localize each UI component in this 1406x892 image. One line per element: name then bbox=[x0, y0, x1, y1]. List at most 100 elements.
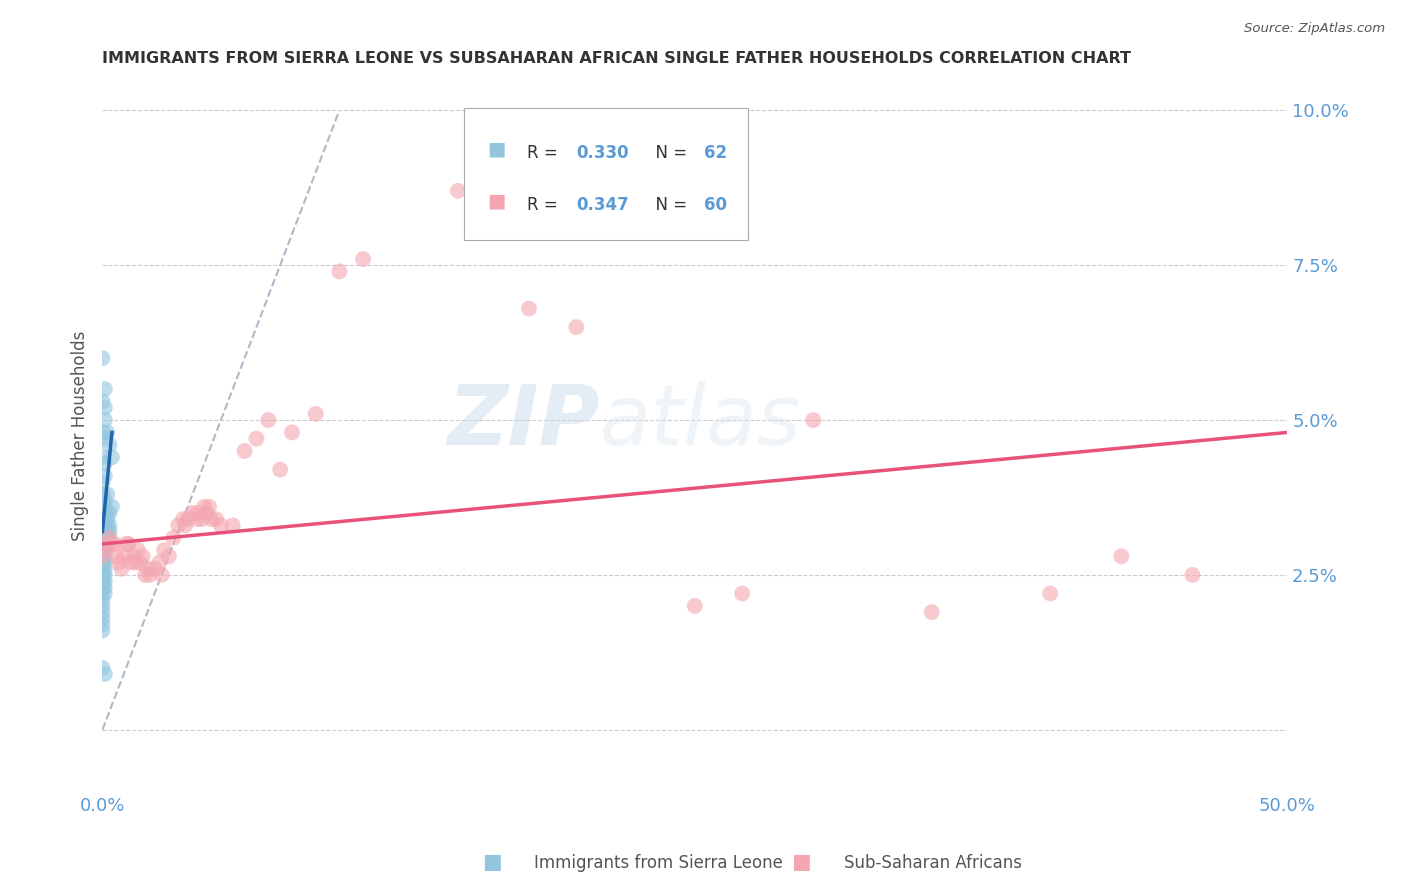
Point bbox=[352, 252, 374, 266]
Text: N =: N = bbox=[645, 144, 692, 161]
Point bbox=[91, 605, 114, 619]
Point bbox=[91, 518, 114, 533]
Point bbox=[91, 568, 114, 582]
Point bbox=[94, 468, 117, 483]
Point bbox=[91, 425, 114, 440]
Point bbox=[157, 549, 180, 564]
Point bbox=[94, 518, 117, 533]
Point bbox=[91, 580, 114, 594]
Text: ■: ■ bbox=[792, 853, 811, 872]
Point bbox=[105, 549, 128, 564]
Point bbox=[94, 413, 117, 427]
Point bbox=[94, 382, 117, 396]
Point bbox=[186, 512, 208, 526]
Point bbox=[96, 518, 118, 533]
Point bbox=[101, 537, 124, 551]
Point bbox=[94, 537, 117, 551]
Text: atlas: atlas bbox=[600, 381, 801, 462]
Point bbox=[91, 661, 114, 675]
Text: R =: R = bbox=[527, 196, 562, 214]
Point bbox=[91, 524, 114, 539]
Text: Source: ZipAtlas.com: Source: ZipAtlas.com bbox=[1244, 22, 1385, 36]
Point bbox=[98, 438, 121, 452]
Point bbox=[94, 543, 117, 558]
Point bbox=[209, 518, 232, 533]
Point bbox=[683, 599, 706, 613]
Point bbox=[328, 264, 350, 278]
Point bbox=[91, 624, 114, 638]
Point bbox=[153, 543, 176, 558]
Point bbox=[177, 512, 200, 526]
Point bbox=[167, 518, 190, 533]
Point bbox=[112, 549, 135, 564]
Point bbox=[94, 568, 117, 582]
Point bbox=[120, 556, 142, 570]
Point bbox=[108, 556, 131, 570]
Text: Sub-Saharan Africans: Sub-Saharan Africans bbox=[844, 855, 1022, 872]
Point bbox=[91, 556, 114, 570]
Point bbox=[91, 549, 114, 564]
Point bbox=[98, 506, 121, 520]
Point bbox=[94, 457, 117, 471]
Point bbox=[98, 518, 121, 533]
Point bbox=[181, 506, 204, 520]
Point bbox=[94, 506, 117, 520]
Text: ■: ■ bbox=[488, 192, 506, 211]
Point bbox=[233, 444, 256, 458]
Text: 0.330: 0.330 bbox=[576, 144, 628, 161]
Point bbox=[98, 531, 121, 545]
Point bbox=[162, 531, 184, 545]
Point bbox=[200, 512, 222, 526]
Point bbox=[91, 599, 114, 613]
Point bbox=[96, 487, 118, 501]
Point bbox=[91, 543, 114, 558]
Point bbox=[91, 394, 114, 409]
Point bbox=[96, 543, 118, 558]
Point bbox=[110, 562, 132, 576]
Point bbox=[94, 500, 117, 514]
Point bbox=[101, 450, 124, 465]
Point bbox=[117, 537, 139, 551]
Point bbox=[91, 475, 114, 489]
Point bbox=[96, 512, 118, 526]
Point bbox=[132, 549, 155, 564]
Point bbox=[91, 611, 114, 625]
Point bbox=[198, 500, 221, 514]
Point bbox=[96, 531, 118, 545]
Point bbox=[193, 500, 215, 514]
Point bbox=[1111, 549, 1133, 564]
Point bbox=[94, 549, 117, 564]
Point bbox=[96, 524, 118, 539]
Point bbox=[96, 506, 118, 520]
Point bbox=[91, 487, 114, 501]
Point bbox=[281, 425, 304, 440]
Text: 60: 60 bbox=[704, 196, 727, 214]
Point bbox=[94, 524, 117, 539]
Point bbox=[91, 574, 114, 588]
Point bbox=[731, 586, 754, 600]
Point bbox=[257, 413, 280, 427]
Point bbox=[921, 605, 943, 619]
Point bbox=[94, 432, 117, 446]
Point bbox=[103, 537, 125, 551]
Point bbox=[91, 592, 114, 607]
Point bbox=[172, 512, 194, 526]
Point bbox=[91, 617, 114, 632]
Text: ■: ■ bbox=[482, 853, 502, 872]
Point bbox=[801, 413, 824, 427]
Text: ■: ■ bbox=[488, 139, 506, 159]
Point bbox=[98, 524, 121, 539]
Point bbox=[94, 586, 117, 600]
Text: N =: N = bbox=[645, 196, 692, 214]
Y-axis label: Single Father Households: Single Father Households bbox=[72, 330, 89, 541]
Point bbox=[91, 537, 114, 551]
FancyBboxPatch shape bbox=[464, 108, 748, 240]
Point bbox=[91, 351, 114, 365]
Point bbox=[91, 549, 114, 564]
Text: ZIP: ZIP bbox=[447, 381, 600, 462]
Point bbox=[1039, 586, 1062, 600]
Point bbox=[186, 506, 208, 520]
Point bbox=[91, 586, 114, 600]
Point bbox=[205, 512, 228, 526]
Point bbox=[94, 537, 117, 551]
